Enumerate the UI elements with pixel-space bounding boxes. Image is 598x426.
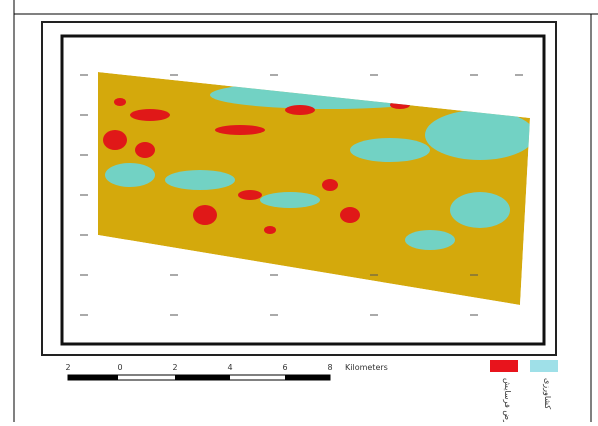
scale-label: 2 [65, 363, 70, 372]
scale-label: 0 [117, 363, 122, 372]
scale-unit: Kilometers [345, 363, 388, 372]
map-neatline [60, 34, 546, 346]
legend-swatch [530, 360, 558, 372]
scale-label: 8 [327, 363, 332, 372]
legend-swatch [490, 360, 518, 372]
grid-crosses [80, 74, 523, 316]
scale-bar [67, 374, 331, 381]
legend-label: کشاورزی [543, 378, 552, 409]
legend-label: در معرض فرسایش [503, 378, 512, 422]
scale-label: 4 [227, 363, 232, 372]
scale-label: 2 [172, 363, 177, 372]
scale-label: 6 [282, 363, 287, 372]
